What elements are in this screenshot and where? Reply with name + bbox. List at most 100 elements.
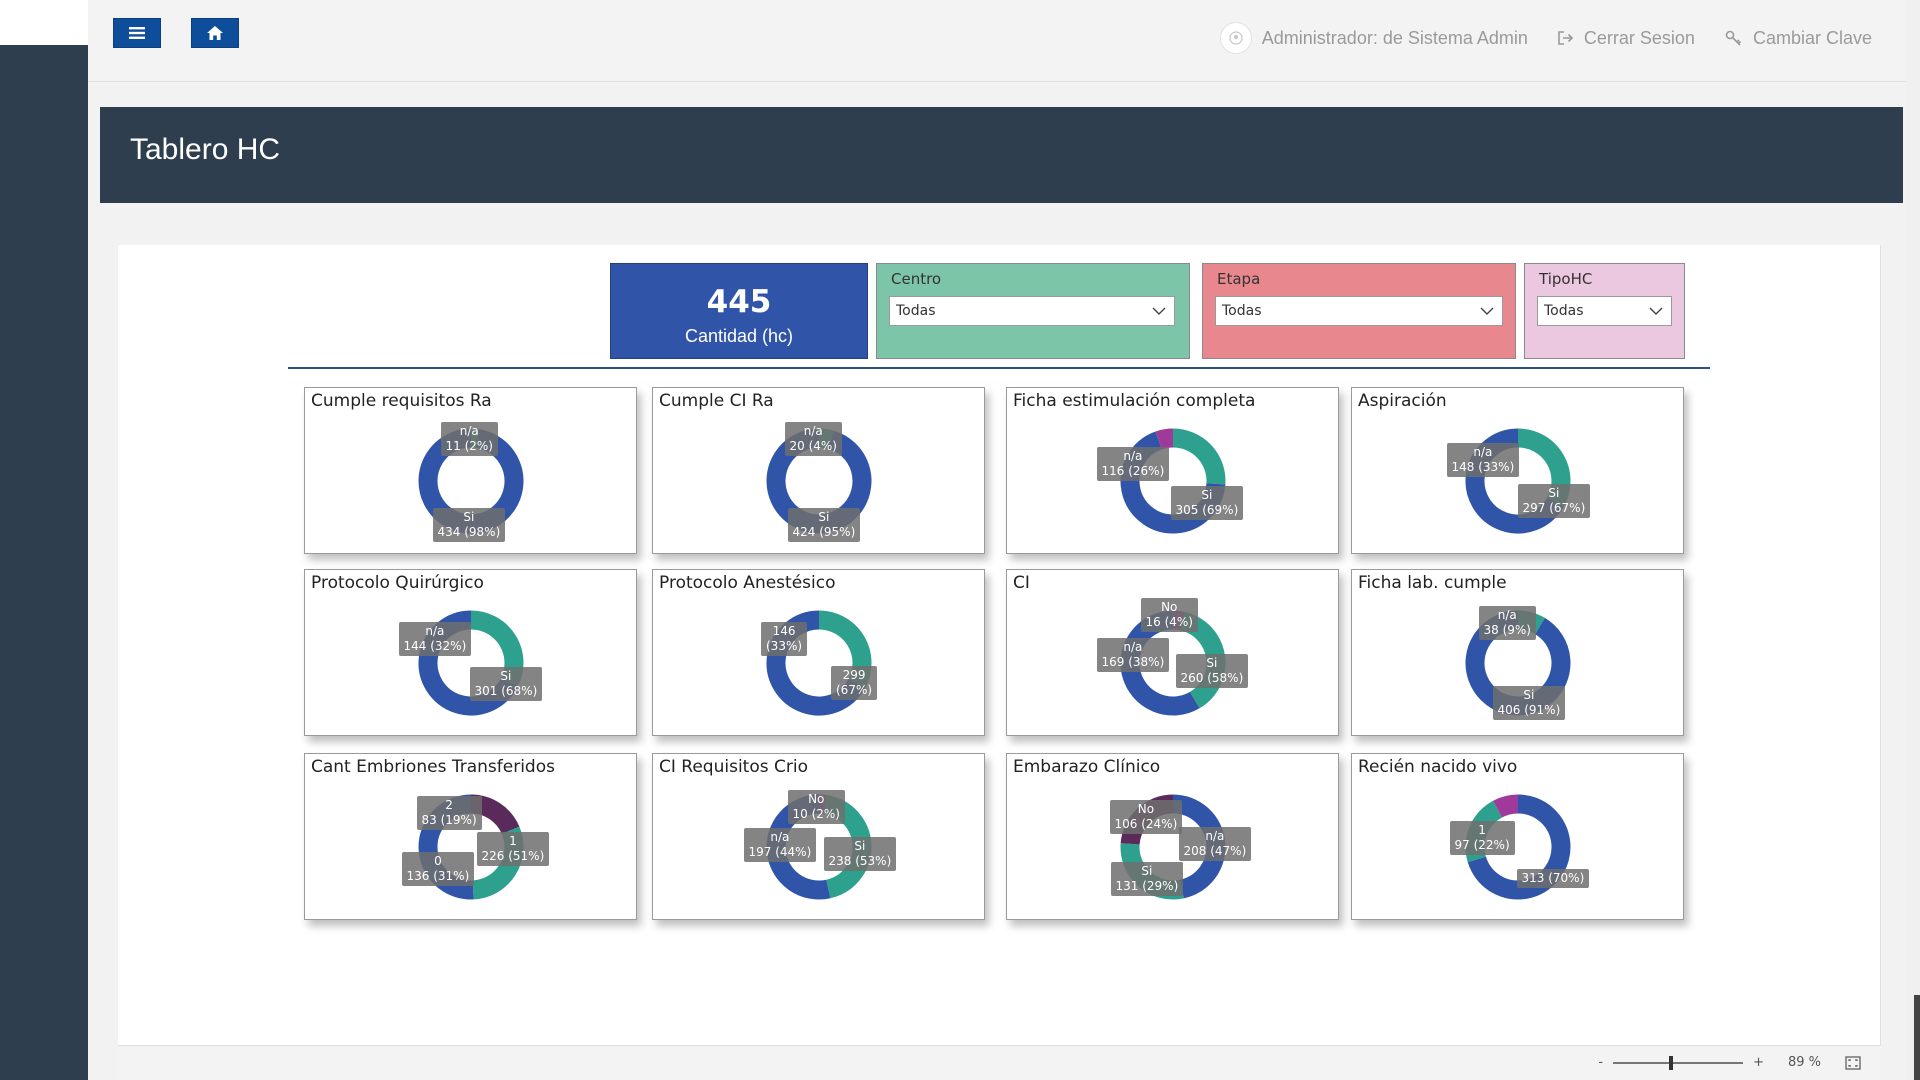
chevron-down-icon xyxy=(1152,307,1166,315)
data-label: n/a 20 (4%) xyxy=(784,422,842,456)
change-password-link[interactable]: Cambiar Clave xyxy=(1725,28,1872,49)
data-label: Si 131 (29%) xyxy=(1110,862,1184,896)
zoom-slider[interactable] xyxy=(1613,1055,1744,1070)
chart-title: Protocolo Quirúrgico xyxy=(311,573,484,593)
sign-out-icon xyxy=(1558,31,1574,45)
data-label-line: (33%) xyxy=(766,639,803,653)
data-label-line: 0 xyxy=(434,854,442,868)
user-menu[interactable]: Administrador: de Sistema Admin xyxy=(1219,22,1528,54)
data-label: 313 (70%) xyxy=(1516,868,1590,888)
data-label-line: 169 (38%) xyxy=(1101,655,1165,669)
chart-title: Embarazo Clínico xyxy=(1013,757,1161,777)
chart-card-ficha-estimulacion: Ficha estimulación completa n/a 116 (26%) S… xyxy=(1006,387,1339,554)
zoom-level: 89 % xyxy=(1787,1055,1821,1070)
data-label: No 106 (24%) xyxy=(1109,800,1183,834)
logout-link[interactable]: Cerrar Sesion xyxy=(1558,28,1695,49)
data-label-line: 83 (19%) xyxy=(421,813,477,827)
logout-label: Cerrar Sesion xyxy=(1583,27,1695,48)
chart-title: Cumple CI Ra xyxy=(659,391,774,411)
donut-slice[interactable] xyxy=(1155,428,1174,450)
chart-card-ficha-lab-cumple: Ficha lab. cumple n/a 38 (9%) Si 406 (91%) xyxy=(1351,569,1684,736)
chart-title: Protocolo Anestésico xyxy=(659,573,836,593)
page-title: Tablero HC xyxy=(130,133,281,166)
chart-card-ci: CI No 16 (4%) n/a 169 (38%) Si 260 (58%) xyxy=(1006,569,1339,736)
data-label-line: 424 (95%) xyxy=(792,525,856,539)
donut-slice[interactable] xyxy=(1172,428,1226,485)
slicer-title: Etapa xyxy=(1217,270,1261,288)
data-label-line: n/a xyxy=(425,624,445,638)
scrollbar-thumb[interactable] xyxy=(1914,995,1920,1080)
data-label-line: 146 xyxy=(772,624,796,638)
hamburger-icon xyxy=(129,27,145,39)
data-label-line: 1 xyxy=(1478,823,1486,837)
zoom-bar: - + 89 % xyxy=(118,1045,1881,1080)
chart-card-aspiracion: Aspiración n/a 148 (33%) Si 297 (67%) xyxy=(1351,387,1684,554)
data-label-line: 2 xyxy=(445,798,453,812)
donut-slice[interactable] xyxy=(1493,794,1519,818)
data-label-line: 38 (9%) xyxy=(1483,623,1531,637)
data-label: n/a 148 (33%) xyxy=(1446,443,1520,477)
data-label: n/a 116 (26%) xyxy=(1096,447,1170,481)
dropdown-value: Todas xyxy=(1544,303,1584,319)
data-label-line: No xyxy=(808,792,825,806)
data-label: 1 226 (51%) xyxy=(476,832,550,866)
home-button[interactable] xyxy=(191,18,239,48)
data-label-line: 260 (58%) xyxy=(1180,671,1244,685)
data-label-line: n/a xyxy=(1205,829,1225,843)
data-label-line: 1 xyxy=(509,834,517,848)
user-name: Administrador: de Sistema Admin xyxy=(1261,27,1528,48)
data-label: Si 260 (58%) xyxy=(1175,654,1249,688)
chart-title: CI xyxy=(1013,573,1030,593)
centro-dropdown[interactable]: Todas xyxy=(889,296,1175,326)
chart-card-embarazo-clinico: Embarazo Clínico n/a 208 (47%) Si 131 (29%) N… xyxy=(1006,753,1339,920)
data-label-line: 406 (91%) xyxy=(1497,703,1561,717)
tipohc-dropdown[interactable]: Todas xyxy=(1537,296,1672,326)
kpi-value: 445 xyxy=(706,284,772,320)
zoom-slider-thumb[interactable] xyxy=(1669,1055,1674,1070)
data-label: Si 406 (91%) xyxy=(1492,686,1566,720)
data-label: n/a 208 (47%) xyxy=(1178,827,1252,861)
data-label-line: Si xyxy=(1201,488,1213,502)
data-label-line: 197 (44%) xyxy=(748,845,812,859)
chart-card-ci-requisitos-crio: CI Requisitos Crio No 10 (2%) n/a 197 (44%) S… xyxy=(652,753,985,920)
chart-card-protocolo-anestesico: Protocolo Anestésico 146 (33%) 299 (67%) xyxy=(652,569,985,736)
avatar xyxy=(1219,22,1252,54)
data-label-line: 11 (2%) xyxy=(445,439,493,453)
top-bar: Administrador: de Sistema Admin Cerrar S… xyxy=(88,0,1920,82)
kpi-card: 445 Cantidad (hc) xyxy=(610,263,868,359)
chart-title: CI Requisitos Crio xyxy=(659,757,808,777)
vertical-scrollbar[interactable] xyxy=(1906,0,1920,1080)
fit-to-page-icon[interactable] xyxy=(1845,1055,1861,1070)
user-area: Administrador: de Sistema Admin Cerrar S… xyxy=(1219,22,1872,54)
data-label-line: 136 (31%) xyxy=(406,869,470,883)
data-label: Si 301 (68%) xyxy=(469,667,543,701)
data-label-line: Si xyxy=(463,510,475,524)
donut-chart xyxy=(418,794,524,900)
zoom-in-button[interactable]: + xyxy=(1753,1055,1764,1070)
dropdown-value: Todas xyxy=(1222,303,1262,319)
data-label-line: n/a xyxy=(1123,640,1143,654)
data-label-line: (67%) xyxy=(836,683,873,697)
etapa-dropdown[interactable]: Todas xyxy=(1215,296,1503,326)
chevron-down-icon xyxy=(1649,307,1663,315)
donut-chart xyxy=(1465,794,1571,900)
zoom-out-button[interactable]: - xyxy=(1598,1055,1604,1070)
slicer-title: TipoHC xyxy=(1539,270,1593,288)
donut-chart xyxy=(766,794,872,900)
data-label-line: Si xyxy=(1141,864,1153,878)
data-label: 1 97 (22%) xyxy=(1449,821,1515,855)
data-label-line: 16 (4%) xyxy=(1145,615,1193,629)
data-label-line: 97 (22%) xyxy=(1454,838,1510,852)
data-label-line: n/a xyxy=(1473,445,1493,459)
data-label-line: 305 (69%) xyxy=(1175,503,1239,517)
menu-toggle-button[interactable] xyxy=(113,18,161,48)
data-label: 2 83 (19%) xyxy=(416,796,482,830)
data-label: Si 297 (67%) xyxy=(1517,484,1591,518)
divider xyxy=(288,367,1710,369)
chart-title: Ficha lab. cumple xyxy=(1358,573,1507,593)
data-label: 0 136 (31%) xyxy=(401,852,475,886)
data-label-line: Si xyxy=(1206,656,1218,670)
zoom-controls: - + 89 % xyxy=(1598,1055,1861,1070)
data-label: Si 305 (69%) xyxy=(1170,486,1244,520)
data-label: Si 424 (95%) xyxy=(787,508,861,542)
